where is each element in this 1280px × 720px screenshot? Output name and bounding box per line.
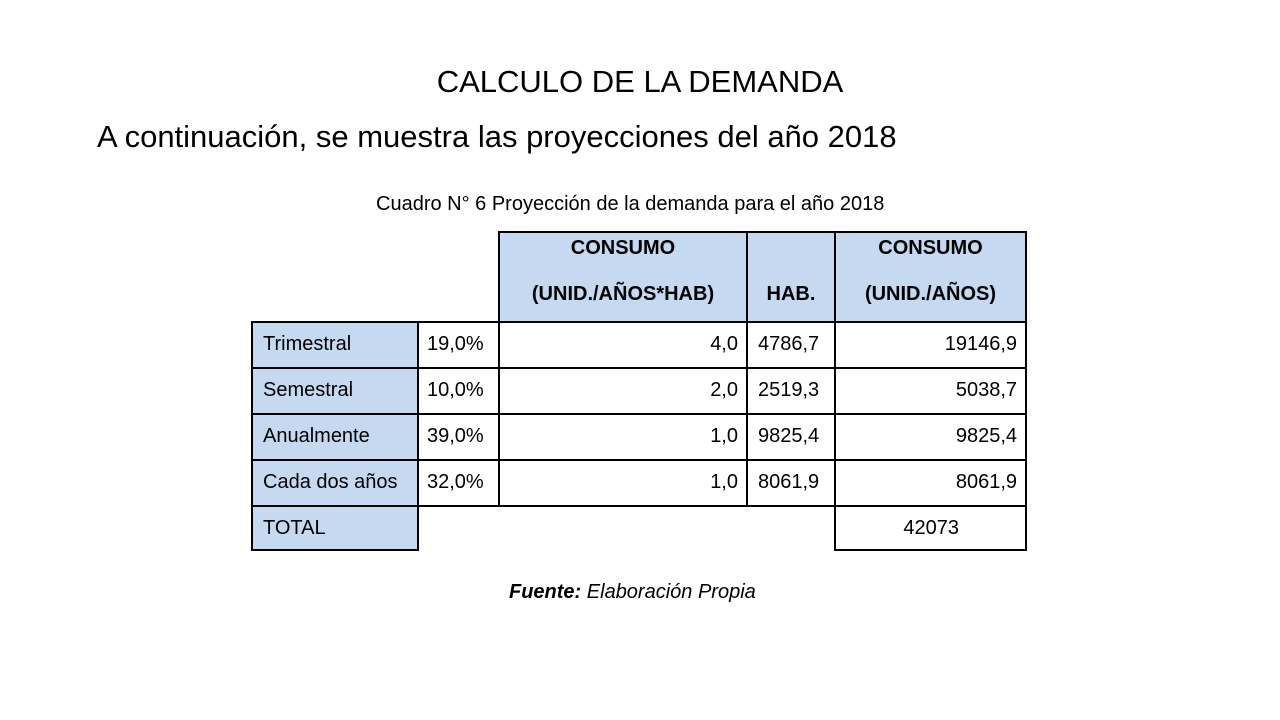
row-label: Cada dos años — [251, 459, 419, 507]
row-percent: 32,0% — [417, 459, 500, 507]
total-label: TOTAL — [251, 505, 419, 551]
header-consumo-hab-line2: (UNID./AÑOS*HAB) — [531, 283, 715, 305]
header-consumo-hab: CONSUMO (UNID./AÑOS*HAB) — [498, 231, 748, 323]
row-label: Anualmente — [251, 413, 419, 461]
source-label: Fuente: — [509, 581, 582, 603]
row-consumo-hab: 1,0 — [498, 459, 748, 507]
slide-title: CALCULO DE LA DEMANDA — [436, 64, 844, 99]
slide-subtitle: A continuación, se muestra las proyeccio… — [97, 119, 897, 154]
row-consumo-total: 5038,7 — [834, 367, 1027, 415]
source-text: Elaboración Propia — [586, 581, 756, 603]
header-consumo-total-line1: CONSUMO — [878, 237, 983, 259]
row-consumo-total: 8061,9 — [834, 459, 1027, 507]
row-consumo-total: 19146,9 — [834, 321, 1027, 369]
row-percent: 39,0% — [417, 413, 500, 461]
row-hab: 8061,9 — [746, 459, 836, 507]
row-hab: 4786,7 — [746, 321, 836, 369]
row-consumo-hab: 1,0 — [498, 413, 748, 461]
row-hab: 9825,4 — [746, 413, 836, 461]
row-label: Semestral — [251, 367, 419, 415]
header-hab: HAB. — [746, 231, 836, 323]
total-value: 42073 — [834, 505, 1027, 551]
row-percent: 19,0% — [417, 321, 500, 369]
row-consumo-hab: 4,0 — [498, 321, 748, 369]
row-consumo-total: 9825,4 — [834, 413, 1027, 461]
header-consumo-total-line2: (UNID./AÑOS) — [864, 283, 997, 305]
header-consumo-total: CONSUMO (UNID./AÑOS) — [834, 231, 1027, 323]
row-label: Trimestral — [251, 321, 419, 369]
header-consumo-hab-line1: CONSUMO — [570, 237, 676, 259]
row-hab: 2519,3 — [746, 367, 836, 415]
source-note: Fuente: Elaboración Propia — [509, 578, 756, 606]
header-hab-label: HAB. — [766, 283, 816, 305]
row-consumo-hab: 2,0 — [498, 367, 748, 415]
row-percent: 10,0% — [417, 367, 500, 415]
table-caption: Cuadro N° 6 Proyección de la demanda par… — [376, 193, 885, 215]
